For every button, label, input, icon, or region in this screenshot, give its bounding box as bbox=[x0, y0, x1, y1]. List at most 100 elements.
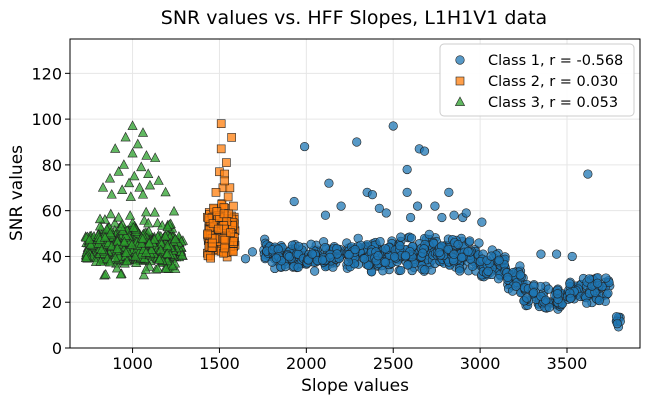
series-2 bbox=[203, 119, 240, 263]
data-point bbox=[149, 233, 160, 244]
data-point bbox=[143, 225, 154, 236]
data-point bbox=[208, 238, 217, 248]
data-point bbox=[289, 196, 299, 207]
data-point bbox=[203, 229, 212, 239]
data-point bbox=[320, 210, 331, 220]
data-point bbox=[612, 319, 622, 329]
data-point bbox=[367, 190, 377, 200]
data-point bbox=[229, 201, 238, 211]
data-point bbox=[403, 260, 413, 270]
data-point bbox=[434, 247, 444, 258]
data-point bbox=[94, 213, 106, 224]
x-tick-label: 2500 bbox=[373, 354, 414, 373]
data-point bbox=[515, 270, 525, 280]
data-point bbox=[104, 256, 116, 267]
data-point bbox=[125, 191, 136, 201]
data-point bbox=[226, 228, 235, 237]
data-point bbox=[225, 183, 235, 193]
data-points bbox=[80, 119, 625, 332]
data-point bbox=[140, 247, 152, 257]
data-point bbox=[396, 232, 406, 242]
data-point bbox=[474, 238, 484, 248]
data-point bbox=[113, 211, 124, 222]
data-point bbox=[216, 144, 226, 154]
data-point bbox=[176, 249, 188, 260]
data-point bbox=[344, 250, 354, 260]
x-tick-label: 1500 bbox=[199, 354, 240, 373]
data-point bbox=[111, 262, 123, 273]
data-point bbox=[552, 289, 563, 299]
data-point bbox=[465, 236, 475, 246]
data-point bbox=[381, 208, 391, 218]
y-tick-label: 100 bbox=[31, 110, 62, 129]
data-point bbox=[324, 178, 334, 188]
data-point bbox=[130, 250, 141, 261]
data-point bbox=[105, 208, 116, 219]
data-point bbox=[449, 210, 459, 220]
data-point bbox=[389, 252, 400, 262]
data-point bbox=[96, 244, 107, 254]
data-point bbox=[123, 177, 135, 188]
data-point bbox=[396, 265, 406, 276]
data-point bbox=[592, 278, 603, 288]
data-point bbox=[119, 236, 130, 247]
data-point bbox=[84, 233, 95, 244]
data-point bbox=[222, 158, 231, 167]
data-point bbox=[140, 264, 152, 274]
x-tick-label: 3500 bbox=[547, 354, 588, 373]
data-point bbox=[529, 288, 539, 298]
data-point bbox=[150, 152, 161, 162]
data-point bbox=[463, 246, 473, 257]
data-point bbox=[300, 141, 310, 152]
data-point bbox=[104, 172, 116, 183]
data-point bbox=[146, 244, 157, 254]
data-point bbox=[565, 279, 575, 289]
data-point bbox=[424, 229, 434, 239]
chart-title: SNR values vs. HFF Slopes, L1H1V1 data bbox=[161, 7, 547, 29]
data-point bbox=[94, 220, 106, 231]
data-point bbox=[214, 224, 223, 234]
data-point bbox=[120, 247, 131, 257]
data-point bbox=[380, 257, 390, 267]
data-point bbox=[153, 175, 164, 185]
data-point bbox=[503, 272, 513, 283]
data-point bbox=[271, 253, 281, 263]
data-point bbox=[143, 217, 154, 228]
data-point bbox=[307, 249, 317, 259]
plot-frame bbox=[69, 38, 641, 349]
y-tick-label: 40 bbox=[42, 247, 62, 266]
data-point bbox=[320, 243, 330, 253]
data-point bbox=[240, 254, 251, 264]
data-point bbox=[350, 244, 360, 255]
data-point bbox=[110, 143, 121, 153]
data-point bbox=[149, 206, 160, 217]
data-point bbox=[375, 236, 385, 247]
legend: Class 1, r = -0.568 Class 2, r = 0.030 Cla… bbox=[439, 43, 635, 117]
data-point bbox=[247, 247, 258, 257]
legend-label: Class 3, r = 0.053 bbox=[488, 95, 618, 111]
data-point bbox=[551, 249, 562, 259]
series-3 bbox=[80, 120, 188, 280]
data-point bbox=[306, 239, 316, 249]
data-point bbox=[144, 237, 155, 248]
data-point bbox=[453, 239, 463, 250]
data-point bbox=[152, 263, 163, 273]
data-point bbox=[444, 187, 454, 197]
data-point bbox=[137, 189, 149, 199]
data-point bbox=[511, 281, 521, 291]
data-point bbox=[373, 251, 383, 261]
data-point bbox=[162, 248, 173, 258]
data-point bbox=[211, 188, 221, 197]
data-point bbox=[120, 230, 132, 240]
data-point bbox=[543, 284, 554, 294]
data-point bbox=[493, 274, 504, 284]
data-point bbox=[141, 206, 152, 217]
data-point bbox=[100, 268, 111, 279]
data-point bbox=[113, 166, 124, 176]
data-point bbox=[137, 127, 149, 137]
x-tick-label: 1000 bbox=[112, 354, 153, 373]
data-point bbox=[124, 210, 136, 220]
data-point bbox=[457, 252, 467, 263]
data-point bbox=[143, 168, 154, 178]
